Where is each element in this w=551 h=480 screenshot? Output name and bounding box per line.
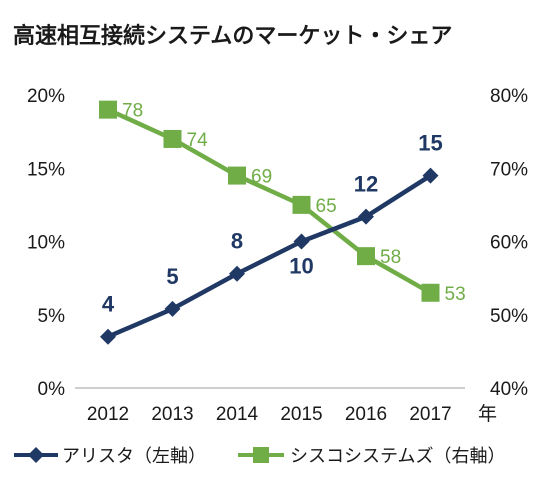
point-arista bbox=[100, 328, 116, 345]
legend-label-cisco: シスコシステムズ（右軸） bbox=[290, 446, 505, 467]
y-right-tick-label: 80% bbox=[490, 86, 528, 107]
point-cisco bbox=[357, 247, 375, 266]
y-left-tick-label: 5% bbox=[38, 306, 66, 327]
point-cisco bbox=[99, 100, 117, 119]
data-label-arista: 5 bbox=[166, 264, 178, 289]
x-tick-label: 2014 bbox=[216, 404, 259, 425]
data-label-cisco: 53 bbox=[445, 284, 466, 305]
data-label-arista: 10 bbox=[289, 254, 313, 279]
legend-label-arista: アリスタ（左軸） bbox=[62, 446, 206, 467]
legend-marker-cisco bbox=[253, 447, 269, 463]
legend-marker-arista bbox=[28, 447, 44, 463]
data-label-cisco: 74 bbox=[187, 130, 209, 151]
point-arista bbox=[358, 208, 374, 225]
point-arista bbox=[293, 233, 310, 250]
chart-title: 高速相互接続システムのマーケット・シェア bbox=[13, 24, 453, 49]
x-unit-label: 年 bbox=[478, 403, 497, 425]
series-line-arista bbox=[107, 173, 432, 339]
x-tick-label: 2015 bbox=[280, 404, 322, 425]
y-left-tick-label: 15% bbox=[27, 159, 65, 180]
x-tick-label: 2012 bbox=[87, 404, 129, 425]
y-left-tick-label: 0% bbox=[38, 379, 66, 400]
y-right-tick-label: 40% bbox=[490, 379, 528, 400]
point-cisco bbox=[228, 166, 246, 185]
point-cisco bbox=[421, 283, 440, 302]
data-label-cisco: 58 bbox=[380, 247, 401, 268]
point-arista bbox=[422, 167, 439, 184]
point-cisco bbox=[163, 129, 182, 148]
x-tick-label: 2017 bbox=[409, 404, 451, 425]
data-label-arista: 12 bbox=[354, 172, 378, 197]
x-tick-label: 2013 bbox=[151, 404, 193, 425]
x-tick-label: 2016 bbox=[345, 404, 387, 425]
y-left-tick-label: 20% bbox=[27, 86, 65, 107]
y-right-tick-label: 70% bbox=[490, 159, 528, 180]
point-arista bbox=[164, 300, 181, 317]
data-label-arista: 15 bbox=[418, 131, 442, 156]
point-arista bbox=[229, 265, 245, 282]
data-label-cisco: 78 bbox=[122, 101, 143, 122]
series-line-cisco bbox=[107, 107, 432, 295]
y-right-tick-label: 60% bbox=[490, 233, 528, 254]
data-label-cisco: 69 bbox=[251, 167, 272, 188]
data-label-arista: 8 bbox=[231, 229, 243, 254]
y-left-tick-label: 10% bbox=[27, 233, 65, 254]
y-right-tick-label: 50% bbox=[490, 306, 528, 327]
data-label-arista: 4 bbox=[102, 292, 115, 317]
point-cisco bbox=[292, 195, 311, 214]
data-label-cisco: 65 bbox=[316, 196, 337, 217]
